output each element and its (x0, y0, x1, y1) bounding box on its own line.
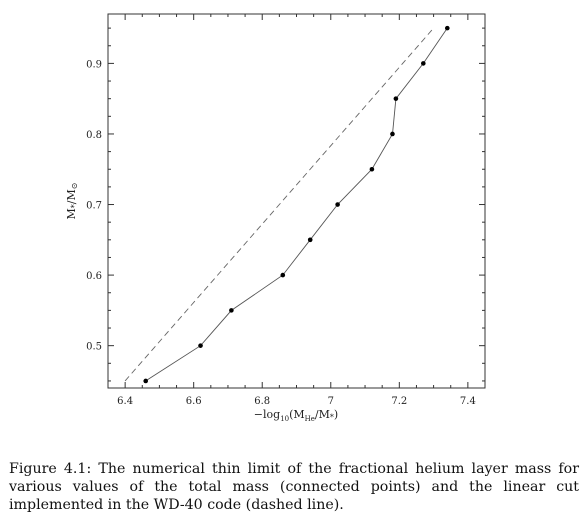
x-axis-label-open: (M (289, 408, 305, 421)
x-tick-label: 6.4 (117, 396, 133, 407)
x-axis-label-sub: 10 (280, 415, 289, 423)
data-point (445, 25, 450, 31)
y-axis-ticks: 0.5 0.6 0.7 0.8 0.9 (86, 27, 485, 382)
y-tick-label: 0.9 (86, 59, 102, 70)
x-tick-label: 6.6 (186, 396, 202, 407)
data-point (307, 237, 313, 243)
data-point (198, 343, 203, 348)
caption-text: The numerical thin limit of the fraction… (9, 461, 580, 513)
dashed-cut-line (124, 27, 434, 382)
caption-label: Figure 4.1: (9, 461, 92, 477)
plot-frame (107, 13, 486, 389)
data-point (369, 166, 375, 172)
y-tick-label: 0.5 (86, 342, 102, 353)
y-axis-label-star: * (70, 204, 79, 208)
series-layer (124, 25, 450, 384)
x-axis-label-he: He (305, 415, 315, 423)
data-point (335, 202, 340, 207)
y-tick-label: 0.6 (86, 271, 102, 282)
data-point (393, 96, 399, 101)
x-axis-label-star: * (330, 413, 334, 422)
x-tick-label: 6.8 (254, 396, 270, 407)
x-axis-label-close: ) (334, 408, 338, 421)
x-tick-label: 7.4 (460, 396, 476, 407)
figure-caption: Figure 4.1: The numerical thin limit of … (9, 460, 579, 514)
y-axis-label: M*/M⊙ (65, 183, 79, 220)
y-axis-label-slash: /M (65, 189, 78, 204)
y-axis-label-m: M (65, 208, 78, 219)
x-axis-ticks: 6.4 6.6 6.8 7 7.2 7.4 (117, 14, 476, 407)
x-tick-label: 7 (328, 396, 334, 407)
y-axis-label-sun: ⊙ (70, 183, 79, 190)
x-axis-label-rest: /M (315, 408, 330, 421)
data-point (421, 61, 426, 66)
x-tick-label: 7.2 (391, 396, 407, 407)
connected-points-line (145, 27, 448, 382)
x-axis-label: −log10(MHe/M*) (254, 408, 338, 423)
data-point (143, 378, 148, 384)
x-axis-label-main: −log (254, 408, 280, 421)
y-tick-label: 0.8 (86, 130, 102, 141)
chart: 6.4 6.6 6.8 7 7.2 7.4 0.5 0.6 0.7 0.8 0.9 −log10(… (65, 13, 486, 423)
data-point (280, 272, 286, 278)
data-point (229, 308, 234, 313)
data-point (390, 131, 395, 137)
y-tick-label: 0.7 (86, 201, 102, 212)
